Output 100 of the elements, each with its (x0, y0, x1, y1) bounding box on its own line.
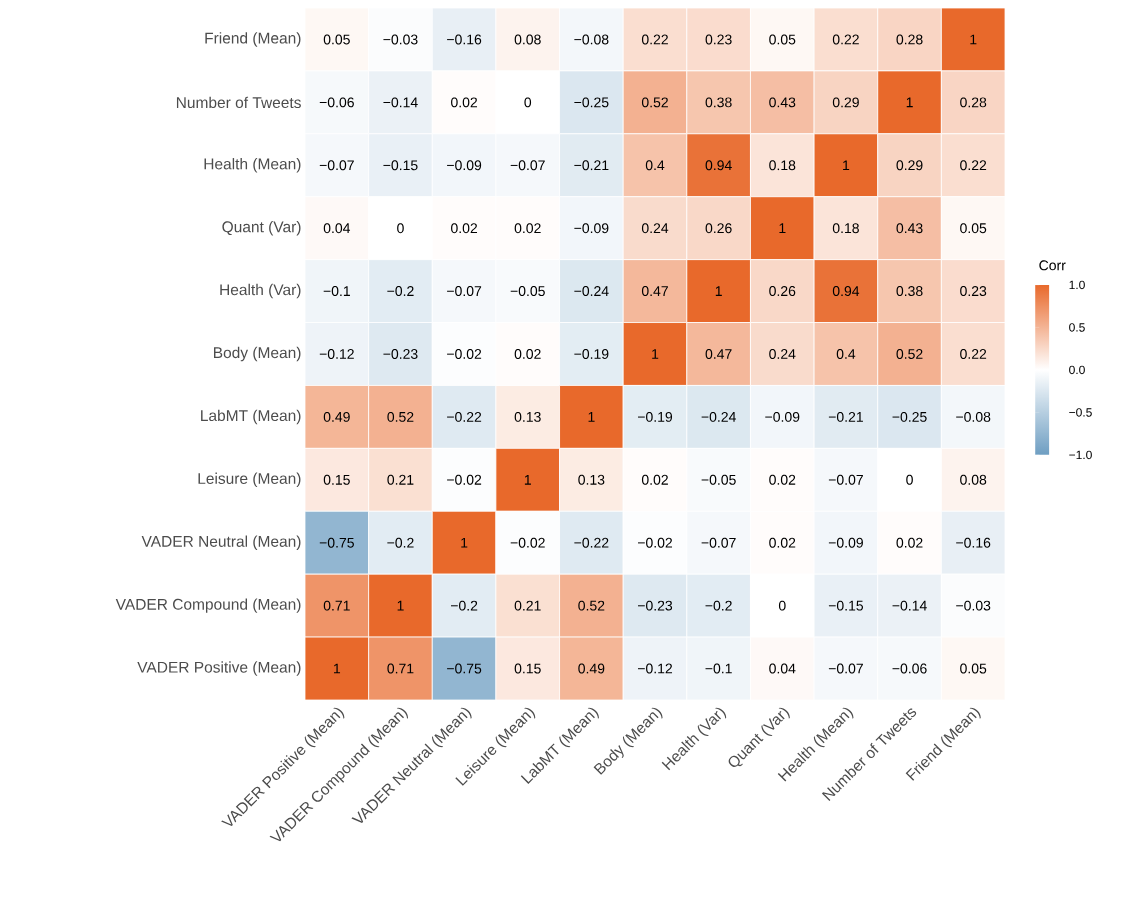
color-bar-label: 1.0 (1069, 280, 1085, 290)
data-label: −0.05 (510, 286, 545, 297)
data-label: 0.49 (578, 663, 605, 674)
data-label: −0.23 (383, 349, 418, 359)
data-label: 0.47 (705, 349, 732, 359)
data-label: −0.75 (447, 663, 482, 674)
data-label: 0.23 (705, 34, 732, 45)
data-label: −0.03 (956, 600, 991, 611)
data-label: −0.1 (323, 286, 350, 297)
data-label: 0.71 (387, 663, 414, 674)
data-label: 1 (524, 475, 531, 485)
data-label: 0.38 (705, 97, 732, 108)
data-label: 0.21 (387, 474, 414, 485)
data-label: 0.94 (832, 286, 860, 297)
data-label: 0.05 (769, 34, 796, 45)
data-label: 0.71 (323, 600, 350, 611)
y-tick-label: Body (Mean) (214, 346, 301, 362)
data-label: −0.14 (892, 600, 927, 611)
data-label: 0.02 (641, 474, 668, 485)
data-label: 0.22 (960, 349, 987, 359)
data-label: −0.02 (637, 537, 673, 548)
data-label: 1 (588, 412, 595, 422)
y-tick-label: VADER Compound (Mean) (115, 598, 301, 613)
y-tick-label: Friend (Mean) (205, 32, 301, 47)
data-label: −0.24 (574, 286, 609, 297)
data-label: 1 (652, 349, 659, 359)
data-label: 1 (843, 160, 850, 171)
data-label: −0.02 (510, 537, 545, 548)
data-label: 0.23 (960, 286, 987, 297)
data-label: −0.2 (387, 286, 414, 297)
data-label: 1 (906, 97, 913, 108)
data-label: −0.16 (447, 34, 482, 45)
data-label: 0.02 (769, 537, 796, 548)
data-label: 0.28 (896, 34, 923, 45)
data-label: −0.08 (956, 411, 991, 422)
data-label: 0 (778, 600, 786, 611)
data-label: 0.29 (832, 97, 859, 108)
data-label: −0.15 (383, 160, 418, 171)
data-label: −0.06 (892, 663, 927, 674)
data-label: −0.02 (447, 474, 482, 485)
y-tick-label: VADER Positive (Mean) (137, 661, 301, 676)
data-label: −0.15 (828, 600, 864, 611)
data-label: 0.18 (832, 223, 859, 234)
data-label: 0.02 (451, 97, 478, 108)
data-label: −0.07 (701, 537, 736, 548)
data-label: 0.47 (641, 286, 668, 297)
y-tick-label: Quant (Var) (222, 220, 301, 236)
data-label: 0.04 (323, 223, 351, 234)
data-label: −0.75 (319, 537, 354, 548)
data-label: −0.2 (450, 600, 478, 611)
data-label: −0.24 (701, 411, 736, 422)
data-label: 0.43 (896, 223, 923, 234)
data-label: 0.13 (514, 411, 541, 422)
data-label: −0.02 (447, 349, 482, 359)
data-label: −0.23 (637, 600, 673, 611)
data-label: 0.43 (769, 97, 796, 108)
y-tick-label: Leisure (Mean) (198, 472, 301, 488)
data-label: −0.1 (705, 663, 732, 674)
data-label: 1 (970, 34, 977, 45)
color-bar-label: 0.5 (1069, 323, 1085, 332)
data-label: −0.19 (637, 411, 673, 422)
color-bar-label: 0.0 (1069, 365, 1085, 375)
data-label: 0.02 (896, 537, 923, 548)
data-label: 0.05 (960, 663, 987, 674)
data-label: −0.25 (892, 411, 927, 422)
data-label: −0.07 (447, 286, 482, 297)
data-label: 0.24 (641, 223, 669, 234)
data-label: 0.02 (451, 223, 478, 234)
data-label: 0.13 (578, 474, 605, 485)
data-label: 0.24 (769, 349, 796, 359)
data-label: −0.2 (705, 600, 732, 611)
data-label: 0.04 (769, 663, 796, 674)
data-label: 0.02 (769, 474, 796, 485)
data-label: −0.03 (383, 34, 418, 45)
y-tick-label: LabMT (Mean) (201, 409, 301, 425)
data-label: 1 (461, 537, 468, 548)
data-label: 1 (715, 286, 722, 296)
data-label: −0.09 (765, 411, 800, 422)
data-label: 0.05 (323, 34, 350, 45)
data-label: 0.08 (960, 474, 987, 485)
data-label: −0.07 (828, 663, 863, 674)
data-label: −0.25 (574, 97, 609, 108)
data-label: −0.16 (956, 537, 991, 548)
data-label: −0.09 (828, 537, 863, 548)
y-tick-label: VADER Neutral (Mean) (141, 535, 301, 550)
data-label: 0.18 (769, 160, 796, 171)
data-label: −0.07 (319, 160, 354, 171)
data-label: −0.08 (574, 34, 609, 45)
data-label: −0.14 (383, 97, 418, 108)
data-label: 0.02 (514, 349, 541, 359)
data-label: 0.26 (769, 286, 796, 297)
color-bar-title: Corr (1039, 260, 1066, 271)
data-label: 0 (906, 474, 913, 485)
data-label: −0.22 (447, 411, 482, 422)
data-label: −0.06 (319, 97, 354, 108)
data-label: 0.08 (514, 34, 541, 45)
data-label: 0 (524, 97, 532, 108)
data-label: 0 (397, 223, 404, 234)
y-tick-label: Health (Mean) (204, 158, 301, 173)
data-label: 0.38 (896, 286, 923, 297)
